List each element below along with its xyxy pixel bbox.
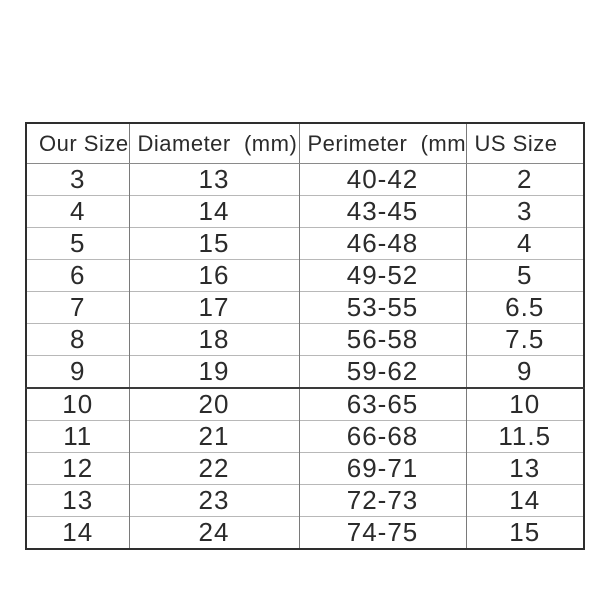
cell-diameter: 20: [128, 387, 299, 421]
cell-perimeter: 72-73: [298, 484, 466, 517]
cell-us-size: 3: [465, 195, 584, 228]
cell-our-size: 11: [26, 420, 129, 453]
cell-our-size: 6: [26, 259, 129, 292]
cell-perimeter: 59-62: [298, 355, 466, 388]
cell-our-size: 8: [26, 323, 129, 356]
cell-diameter: 24: [128, 516, 299, 549]
table-row: 8 18 56-58 7.5: [26, 323, 584, 356]
cell-us-size: 5: [465, 259, 584, 292]
cell-diameter: 16: [128, 259, 299, 292]
cell-diameter: 19: [128, 355, 299, 388]
header-row: Our Size Diameter (mm) Perimeter (mm) US…: [26, 123, 584, 164]
table-row: 3 13 40-42 2: [26, 163, 584, 196]
ring-size-table: Our Size Diameter (mm) Perimeter (mm) US…: [25, 122, 585, 550]
cell-perimeter: 63-65: [298, 387, 466, 421]
cell-our-size: 12: [26, 452, 129, 485]
cell-our-size: 14: [26, 516, 129, 549]
cell-diameter: 15: [128, 227, 299, 260]
cell-our-size: 4: [26, 195, 129, 228]
column-header-us-size: US Size: [465, 123, 584, 164]
cell-diameter: 22: [128, 452, 299, 485]
cell-perimeter: 66-68: [298, 420, 466, 453]
cell-perimeter: 46-48: [298, 227, 466, 260]
cell-diameter: 14: [128, 195, 299, 228]
cell-perimeter: 40-42: [298, 163, 466, 196]
cell-diameter: 17: [128, 291, 299, 324]
cell-diameter: 23: [128, 484, 299, 517]
cell-us-size: 10: [465, 387, 584, 421]
column-header-diameter: Diameter (mm): [128, 123, 299, 164]
cell-perimeter: 53-55: [298, 291, 466, 324]
table-row: 11 21 66-68 11.5: [26, 420, 584, 453]
cell-us-size: 14: [465, 484, 584, 517]
table-row: 12 22 69-71 13: [26, 452, 584, 485]
cell-us-size: 6.5: [465, 291, 584, 324]
cell-us-size: 7.5: [465, 323, 584, 356]
cell-diameter: 18: [128, 323, 299, 356]
cell-perimeter: 56-58: [298, 323, 466, 356]
cell-us-size: 13: [465, 452, 584, 485]
cell-our-size: 9: [26, 355, 129, 388]
cell-us-size: 4: [465, 227, 584, 260]
table-row: 14 24 74-75 15: [26, 516, 584, 549]
cell-diameter: 13: [128, 163, 299, 196]
table-row: 5 15 46-48 4: [26, 227, 584, 260]
cell-perimeter: 49-52: [298, 259, 466, 292]
cell-our-size: 5: [26, 227, 129, 260]
column-header-perimeter: Perimeter (mm): [298, 123, 466, 164]
table-row: 13 23 72-73 14: [26, 484, 584, 517]
table-row: 7 17 53-55 6.5: [26, 291, 584, 324]
cell-diameter: 21: [128, 420, 299, 453]
cell-us-size: 2: [465, 163, 584, 196]
cell-us-size: 9: [465, 355, 584, 388]
table-row: 6 16 49-52 5: [26, 259, 584, 292]
column-header-our-size: Our Size: [26, 123, 129, 164]
cell-us-size: 15: [465, 516, 584, 549]
cell-our-size: 3: [26, 163, 129, 196]
table-row: 10 20 63-65 10: [26, 387, 584, 421]
cell-us-size: 11.5: [465, 420, 584, 453]
cell-perimeter: 74-75: [298, 516, 466, 549]
cell-our-size: 13: [26, 484, 129, 517]
cell-perimeter: 43-45: [298, 195, 466, 228]
table-row: 4 14 43-45 3: [26, 195, 584, 228]
table-row: 9 19 59-62 9: [26, 355, 584, 388]
cell-our-size: 7: [26, 291, 129, 324]
cell-perimeter: 69-71: [298, 452, 466, 485]
cell-our-size: 10: [26, 387, 129, 421]
